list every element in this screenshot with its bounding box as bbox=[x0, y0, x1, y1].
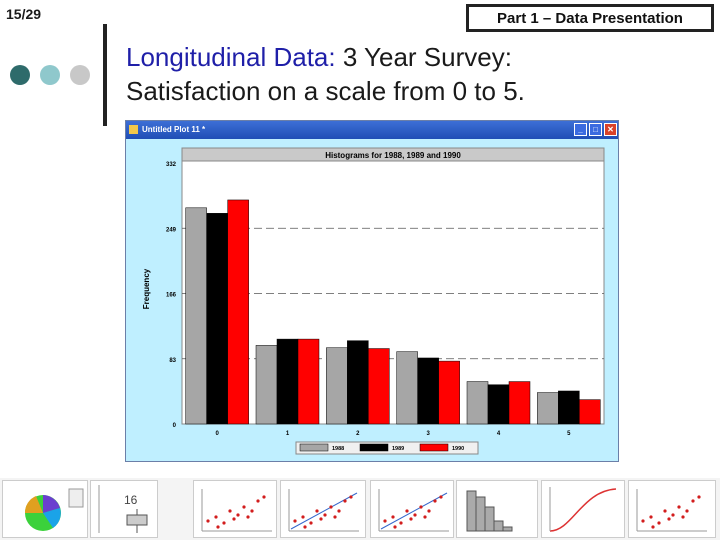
legend-label: 1988 bbox=[332, 446, 344, 452]
boxplot-icon bbox=[98, 485, 148, 533]
window-titlebar[interactable]: Untitled Plot 11 * _ □ ✕ bbox=[126, 121, 618, 139]
title-rest: 3 Year Survey: bbox=[335, 42, 512, 72]
section-title: Part 1 – Data Presentation bbox=[497, 9, 683, 27]
histogram-scatter-thumb[interactable] bbox=[628, 480, 716, 538]
histogram-bar bbox=[206, 213, 228, 425]
legend-swatch bbox=[419, 443, 449, 452]
histogram-bar bbox=[185, 207, 207, 425]
histogram-bar bbox=[579, 399, 601, 425]
chart-title: Histograms for 1988, 1989 and 1990 bbox=[325, 151, 461, 160]
histogram-bar bbox=[297, 338, 320, 425]
histogram-chart: Histograms for 1988, 1989 and 1990 Frequ… bbox=[142, 147, 605, 455]
histogram-bar bbox=[537, 392, 559, 425]
window-title: Untitled Plot 11 * bbox=[142, 125, 206, 134]
scatter-plot-icon bbox=[288, 489, 359, 532]
scatter-thumb[interactable] bbox=[193, 480, 277, 538]
x-tick-label: 4 bbox=[497, 431, 501, 437]
histogram-bar bbox=[276, 338, 299, 425]
legend-swatch bbox=[299, 443, 329, 452]
app-icon bbox=[129, 125, 138, 134]
histogram-bar bbox=[326, 347, 348, 425]
y-tick-label: 166 bbox=[166, 293, 177, 299]
probability-plot-thumb[interactable] bbox=[280, 480, 366, 538]
histogram-bar bbox=[487, 384, 510, 425]
scatter-plot-icon bbox=[378, 489, 449, 532]
cdf-thumb[interactable] bbox=[541, 480, 625, 538]
slide-title-line2: Satisfaction on a scale from 0 to 5. bbox=[126, 76, 525, 106]
y-tick-label: 0 bbox=[173, 423, 177, 429]
histogram-bar bbox=[227, 199, 249, 425]
plot-window[interactable]: Untitled Plot 11 * _ □ ✕ Histograms for … bbox=[125, 120, 619, 462]
section-title-box: Part 1 – Data Presentation bbox=[466, 4, 714, 32]
x-tick-label: 3 bbox=[426, 431, 430, 437]
decor-dot-2 bbox=[40, 65, 60, 85]
chart-title-bar bbox=[181, 147, 605, 162]
y-tick-label: 249 bbox=[166, 227, 177, 233]
histogram-thumb[interactable] bbox=[456, 480, 538, 538]
slide-title-line1: Longitudinal Data: 3 Year Survey: bbox=[126, 40, 706, 74]
legend-swatch bbox=[359, 443, 389, 452]
histogram-bar bbox=[508, 381, 531, 425]
close-button[interactable]: ✕ bbox=[604, 123, 617, 136]
scatter-fit-thumb[interactable] bbox=[370, 480, 454, 538]
histogram-bar bbox=[466, 381, 489, 425]
histogram-bar bbox=[438, 360, 460, 425]
x-tick-label: 1 bbox=[286, 431, 290, 437]
title-highlight: Longitudinal Data: bbox=[126, 42, 336, 72]
maximize-button[interactable]: □ bbox=[589, 123, 602, 136]
plot-area-border bbox=[181, 147, 605, 425]
legend-label: 1989 bbox=[392, 446, 404, 452]
histogram-bar bbox=[368, 348, 390, 425]
scatter-plot-icon bbox=[636, 489, 707, 532]
pie-chart-icon bbox=[24, 488, 84, 531]
histogram-bar bbox=[396, 351, 418, 425]
y-tick-label: 332 bbox=[166, 162, 177, 168]
decor-dot-1 bbox=[10, 65, 30, 85]
slide-number: 15/29 bbox=[6, 6, 42, 22]
y-tick-label: 83 bbox=[169, 358, 176, 364]
vertical-divider bbox=[103, 24, 107, 126]
x-tick-label: 2 bbox=[356, 431, 360, 437]
histogram-bar bbox=[558, 390, 580, 425]
slide-title: Longitudinal Data: 3 Year Survey: Satisf… bbox=[126, 40, 706, 108]
legend-label: 1990 bbox=[452, 446, 464, 452]
minimize-button[interactable]: _ bbox=[574, 123, 587, 136]
pie-chart-thumb[interactable] bbox=[2, 480, 88, 538]
histogram-bar bbox=[347, 340, 369, 425]
x-tick-label: 5 bbox=[567, 431, 571, 437]
histogram-bar bbox=[417, 357, 439, 425]
boxplot-thumb[interactable] bbox=[90, 480, 158, 538]
thumbnail-number: 16 bbox=[124, 493, 138, 507]
scatter-plot-icon bbox=[201, 489, 272, 532]
cdf-curve-icon bbox=[549, 487, 617, 532]
histogram-icon bbox=[466, 490, 513, 532]
x-tick-label: 0 bbox=[215, 431, 219, 437]
decor-dot-3 bbox=[70, 65, 90, 85]
histogram-bar bbox=[255, 345, 278, 425]
y-axis-label: Frequency bbox=[142, 268, 151, 309]
